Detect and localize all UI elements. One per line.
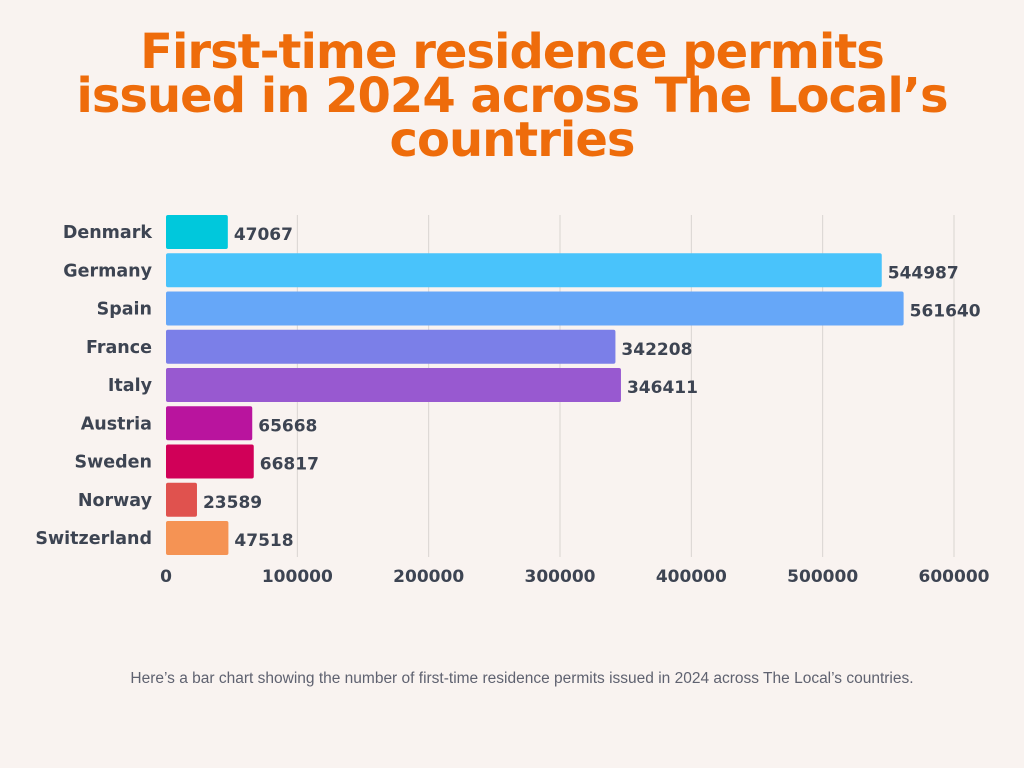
category-label: Spain (97, 300, 152, 320)
x-tick-label: 500000 (787, 567, 858, 587)
bar-france (166, 329, 616, 364)
x-tick-label: 200000 (393, 567, 464, 587)
value-label: 47067 (234, 225, 293, 245)
chart-title: First-time residence permits issued in 2… (76, 24, 948, 168)
category-label: France (86, 338, 152, 358)
category-label: Denmark (63, 223, 153, 243)
x-tick-label: 0 (160, 567, 172, 587)
category-label: Switzerland (35, 529, 152, 549)
x-tick-label: 100000 (262, 567, 333, 587)
bar-sweden (166, 444, 254, 479)
x-axis-tick-labels: 0 100000 200000 300000 400000 500000 600000 (160, 567, 990, 587)
bars (166, 215, 904, 555)
bar-spain (166, 291, 904, 326)
category-label: Italy (108, 376, 153, 396)
bar-denmark (166, 215, 228, 249)
category-label: Austria (81, 414, 152, 434)
x-tick-label: 300000 (525, 567, 596, 587)
value-label: 346411 (627, 378, 698, 398)
value-label: 342208 (621, 340, 692, 360)
x-tick-label: 400000 (656, 567, 727, 587)
bar-italy (166, 368, 621, 402)
bar-germany (166, 253, 882, 288)
category-label: Norway (78, 491, 153, 511)
bar-norway (166, 482, 197, 517)
x-tick-label: 600000 (919, 567, 990, 587)
bar-austria (166, 406, 253, 441)
value-label: 561640 (910, 302, 981, 322)
bar-switzerland (166, 521, 229, 555)
value-label: 23589 (203, 493, 262, 513)
value-label: 66817 (260, 455, 319, 475)
value-labels: 47067 544987 561640 342208 346411 65668 66817 2… (203, 225, 981, 551)
category-label: Germany (63, 261, 152, 281)
bar-chart: Denmark Germany Spain France Italy Austria Swe… (35, 215, 990, 587)
value-label: 65668 (258, 416, 317, 436)
value-label: 47518 (234, 531, 293, 551)
chart-caption: Here’s a bar chart showing the number of… (130, 670, 914, 687)
category-labels: Denmark Germany Spain France Italy Austria Swe… (35, 223, 152, 549)
category-label: Sweden (75, 453, 153, 473)
value-label: 544987 (888, 263, 959, 283)
